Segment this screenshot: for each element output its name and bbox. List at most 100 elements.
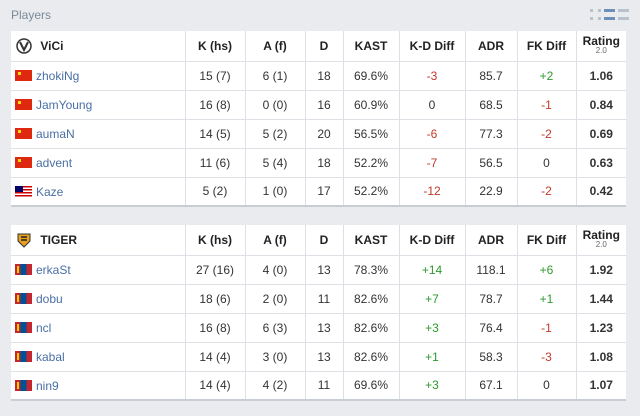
rating-value: 1.92: [576, 255, 626, 285]
grid-view-icon[interactable]: [590, 9, 601, 20]
player-name-link[interactable]: zhokiNg: [36, 68, 80, 83]
table-header-row: TIGER K (hs) A (f) D KAST K-D Diff ADR F…: [11, 225, 626, 256]
flag-cn-icon: [15, 128, 32, 140]
team-header: ViCi: [11, 31, 186, 62]
player-cell: nin9: [11, 371, 186, 400]
player-cell: dobu: [11, 284, 186, 314]
rating-value: 0.42: [589, 184, 613, 199]
players-header: Players: [0, 0, 640, 32]
player-name-link[interactable]: dobu: [36, 291, 63, 306]
compact-view-icon[interactable]: [618, 9, 629, 20]
col-assists[interactable]: A (f): [245, 225, 306, 256]
col-deaths[interactable]: D: [305, 225, 344, 256]
fk-diff-value: -3: [517, 342, 577, 372]
col-kast[interactable]: KAST: [343, 225, 400, 256]
col-assists[interactable]: A (f): [245, 31, 306, 62]
player-cell: Kaze: [11, 177, 186, 206]
assists-value: 0 (0): [245, 90, 306, 120]
team-name: ViCi: [40, 38, 64, 53]
col-deaths[interactable]: D: [305, 31, 344, 62]
rating-value: 1.23: [576, 313, 626, 343]
player-cell: zhokiNg: [11, 61, 186, 91]
deaths-value: 18: [305, 148, 344, 178]
fk-diff-value: +6: [517, 255, 577, 285]
player-name-link[interactable]: erkaSt: [36, 262, 71, 277]
kast-value: 69.6%: [343, 371, 400, 400]
col-kills[interactable]: K (hs): [185, 225, 246, 256]
flag-mn-icon: [15, 264, 32, 276]
kd-diff-value: -3: [399, 61, 466, 91]
kills-value: 14 (5): [185, 119, 246, 149]
player-cell: erkaSt: [11, 255, 186, 285]
table-header-row: ViCi K (hs) A (f) D KAST K-D Diff ADR FK…: [11, 31, 626, 62]
col-fk-diff[interactable]: FK Diff: [517, 31, 577, 62]
col-fk-diff[interactable]: FK Diff: [517, 225, 577, 256]
deaths-value: 13: [305, 255, 344, 285]
player-name-link[interactable]: aumaN: [36, 126, 75, 141]
assists-value: 2 (0): [245, 284, 306, 314]
player-name-link[interactable]: advent: [36, 155, 73, 170]
view-toggles: [590, 9, 629, 20]
player-name-link[interactable]: nin9: [36, 378, 59, 393]
player-name-link[interactable]: JamYoung: [36, 97, 93, 112]
adr-value: 58.3: [465, 342, 518, 372]
team-stats-table: ViCi K (hs) A (f) D KAST K-D Diff ADR FK…: [11, 31, 626, 207]
kills-value: 15 (7): [185, 61, 246, 91]
player-row: ncl 16 (8) 6 (3) 13 82.6% +3 76.4 -1 1.23: [11, 313, 626, 343]
fk-diff-value: -2: [517, 119, 577, 149]
adr-value: 85.7: [465, 61, 518, 91]
flag-cn-icon: [15, 70, 32, 82]
player-row: aumaN 14 (5) 5 (2) 20 56.5% -6 77.3 -2 0.69: [11, 119, 626, 149]
fk-diff-value: 0: [517, 371, 577, 400]
col-kd-diff[interactable]: K-D Diff: [399, 31, 466, 62]
assists-value: 4 (0): [245, 255, 306, 285]
player-row: dobu 18 (6) 2 (0) 11 82.6% +7 78.7 +1 1.44: [11, 284, 626, 314]
assists-value: 6 (3): [245, 313, 306, 343]
fk-diff-value: +2: [517, 61, 577, 91]
player-name-link[interactable]: kabal: [36, 349, 65, 364]
col-adr[interactable]: ADR: [465, 31, 518, 62]
col-adr[interactable]: ADR: [465, 225, 518, 256]
adr-value: 77.3: [465, 119, 518, 149]
col-rating[interactable]: Rating 2.0: [576, 31, 626, 62]
section-title: Players: [11, 8, 52, 22]
tiger-logo-icon: [15, 232, 33, 248]
kills-value: 5 (2): [185, 177, 246, 206]
team-name: TIGER: [40, 232, 78, 247]
kast-value: 60.9%: [343, 90, 400, 120]
team-stats-table: TIGER K (hs) A (f) D KAST K-D Diff ADR F…: [11, 225, 626, 401]
player-cell: ncl: [11, 313, 186, 343]
adr-value: 56.5: [465, 148, 518, 178]
rating-value: 1.08: [576, 342, 626, 372]
kd-diff-value: +14: [399, 255, 466, 285]
assists-value: 5 (4): [245, 148, 306, 178]
col-rating[interactable]: Rating 2.0: [576, 225, 626, 256]
list-view-icon[interactable]: [604, 9, 615, 20]
kast-value: 69.6%: [343, 61, 400, 91]
col-kd-diff[interactable]: K-D Diff: [399, 225, 466, 256]
player-name-link[interactable]: Kaze: [36, 184, 64, 199]
deaths-value: 18: [305, 61, 344, 91]
assists-value: 4 (2): [245, 371, 306, 400]
player-cell: aumaN: [11, 119, 186, 149]
player-cell: JamYoung: [11, 90, 186, 120]
player-row: zhokiNg 15 (7) 6 (1) 18 69.6% -3 85.7 +2 1.06: [11, 61, 626, 91]
player-cell: kabal: [11, 342, 186, 372]
kast-value: 82.6%: [343, 284, 400, 314]
kd-diff-value: +3: [399, 371, 466, 400]
flag-cn-icon: [15, 99, 32, 111]
kd-diff-value: 0: [399, 90, 466, 120]
kills-value: 14 (4): [185, 371, 246, 400]
flag-mn-icon: [15, 293, 32, 305]
col-kast[interactable]: KAST: [343, 31, 400, 62]
kast-value: 56.5%: [343, 119, 400, 149]
kast-value: 52.2%: [343, 177, 400, 206]
col-kills[interactable]: K (hs): [185, 31, 246, 62]
kills-value: 14 (4): [185, 342, 246, 372]
kills-value: 16 (8): [185, 313, 246, 343]
deaths-value: 13: [305, 313, 344, 343]
flag-cn-icon: [15, 157, 32, 169]
fk-diff-value: +1: [517, 284, 577, 314]
kills-value: 16 (8): [185, 90, 246, 120]
player-name-link[interactable]: ncl: [36, 320, 52, 335]
